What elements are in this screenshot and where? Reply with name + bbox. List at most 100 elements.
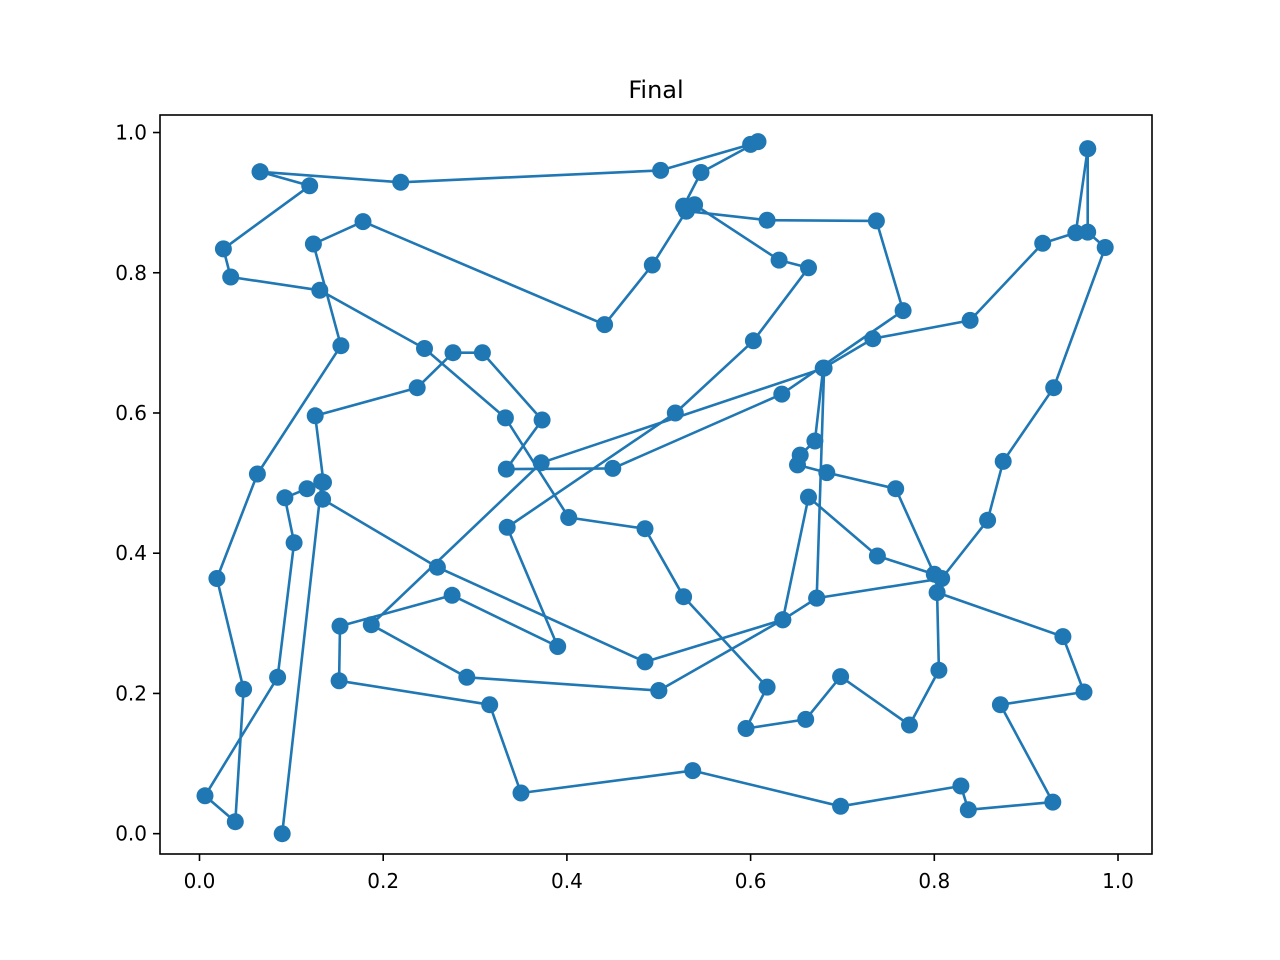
y-tick-label: 0.6 xyxy=(115,401,147,425)
data-point xyxy=(806,432,824,450)
data-point xyxy=(867,212,885,230)
data-point xyxy=(269,668,287,686)
axes-frame xyxy=(159,114,1153,855)
data-point xyxy=(331,617,349,635)
y-tick-label: 1.0 xyxy=(115,121,147,145)
data-point xyxy=(428,558,446,576)
data-point xyxy=(416,340,433,357)
x-tick-label: 0.2 xyxy=(367,869,399,893)
data-point xyxy=(498,518,516,536)
data-point xyxy=(797,710,815,728)
data-point xyxy=(273,825,291,843)
y-tick-label: 0.4 xyxy=(115,541,147,565)
data-point xyxy=(650,682,668,700)
x-tick-label: 0.4 xyxy=(551,869,583,893)
data-point xyxy=(497,460,515,478)
data-point xyxy=(818,464,836,482)
y-tick-label: 0.0 xyxy=(115,822,147,846)
data-point xyxy=(1054,628,1072,646)
data-point xyxy=(330,672,348,690)
data-point xyxy=(652,161,670,179)
data-point xyxy=(901,716,918,734)
data-point xyxy=(933,570,951,587)
data-point xyxy=(994,452,1012,470)
data-point xyxy=(473,344,491,362)
data-point xyxy=(196,787,214,805)
data-point xyxy=(285,534,303,552)
data-point xyxy=(864,330,882,348)
data-point xyxy=(313,473,331,491)
data-point xyxy=(560,509,578,526)
data-point xyxy=(408,379,426,397)
data-point xyxy=(928,584,946,601)
data-point xyxy=(276,489,294,507)
data-point xyxy=(481,696,499,714)
data-point xyxy=(1045,379,1063,397)
y-tick-label: 0.2 xyxy=(115,681,147,705)
data-point xyxy=(235,680,253,698)
data-point xyxy=(251,163,269,181)
data-point xyxy=(392,173,410,191)
data-point xyxy=(533,411,551,429)
x-tick-label: 0.6 xyxy=(735,869,767,893)
data-point xyxy=(443,586,461,604)
data-point xyxy=(930,661,948,679)
data-point xyxy=(737,720,755,737)
axes: 0.0 0.2 0.4 0.6 0.8 1.0 0.0 0.2 0.4 0.6 0.8 1.0 xyxy=(115,114,1153,893)
route-line-2 xyxy=(203,209,905,824)
y-tick-label: 0.8 xyxy=(115,261,147,285)
data-point xyxy=(496,409,514,427)
data-point xyxy=(532,454,550,472)
series-group xyxy=(196,133,1114,843)
data-point xyxy=(770,251,788,269)
data-point xyxy=(800,259,817,277)
data-point xyxy=(354,213,372,231)
data-point xyxy=(1044,793,1062,811)
data-point xyxy=(684,762,702,780)
data-point xyxy=(887,480,905,498)
data-point xyxy=(815,359,833,377)
data-point xyxy=(773,385,791,403)
x-tick-label: 1.0 xyxy=(1102,869,1134,893)
data-point xyxy=(789,456,806,474)
data-point xyxy=(604,459,622,477)
data-point xyxy=(744,332,762,350)
data-point xyxy=(774,611,792,629)
data-point xyxy=(991,696,1009,714)
data-point xyxy=(894,302,912,320)
data-point xyxy=(332,337,350,355)
data-point xyxy=(311,281,329,299)
x-tick-label: 0.0 xyxy=(184,869,216,893)
chart-title: Final xyxy=(628,76,683,104)
data-point xyxy=(1034,234,1052,252)
route-line-3 xyxy=(280,148,1089,834)
data-point xyxy=(666,404,684,422)
data-point xyxy=(298,480,316,498)
data-point xyxy=(248,465,266,483)
data-point xyxy=(979,511,997,529)
data-point xyxy=(549,638,567,655)
data-point xyxy=(208,570,226,587)
x-tick-label: 0.8 xyxy=(918,869,950,893)
data-point xyxy=(758,678,776,696)
data-point xyxy=(1096,239,1114,256)
data-point xyxy=(758,211,776,229)
data-point xyxy=(306,407,324,425)
data-point xyxy=(636,520,654,538)
data-point xyxy=(226,813,244,831)
data-point xyxy=(959,801,977,819)
data-point xyxy=(444,344,462,362)
data-point xyxy=(512,784,530,802)
data-point xyxy=(304,235,322,253)
data-point xyxy=(961,311,979,329)
data-point xyxy=(636,653,654,671)
data-point xyxy=(692,164,710,181)
data-point xyxy=(749,133,767,151)
data-point xyxy=(832,668,850,686)
data-point xyxy=(808,589,826,607)
data-point xyxy=(596,316,614,334)
data-point xyxy=(1075,683,1093,701)
data-point xyxy=(677,202,695,220)
